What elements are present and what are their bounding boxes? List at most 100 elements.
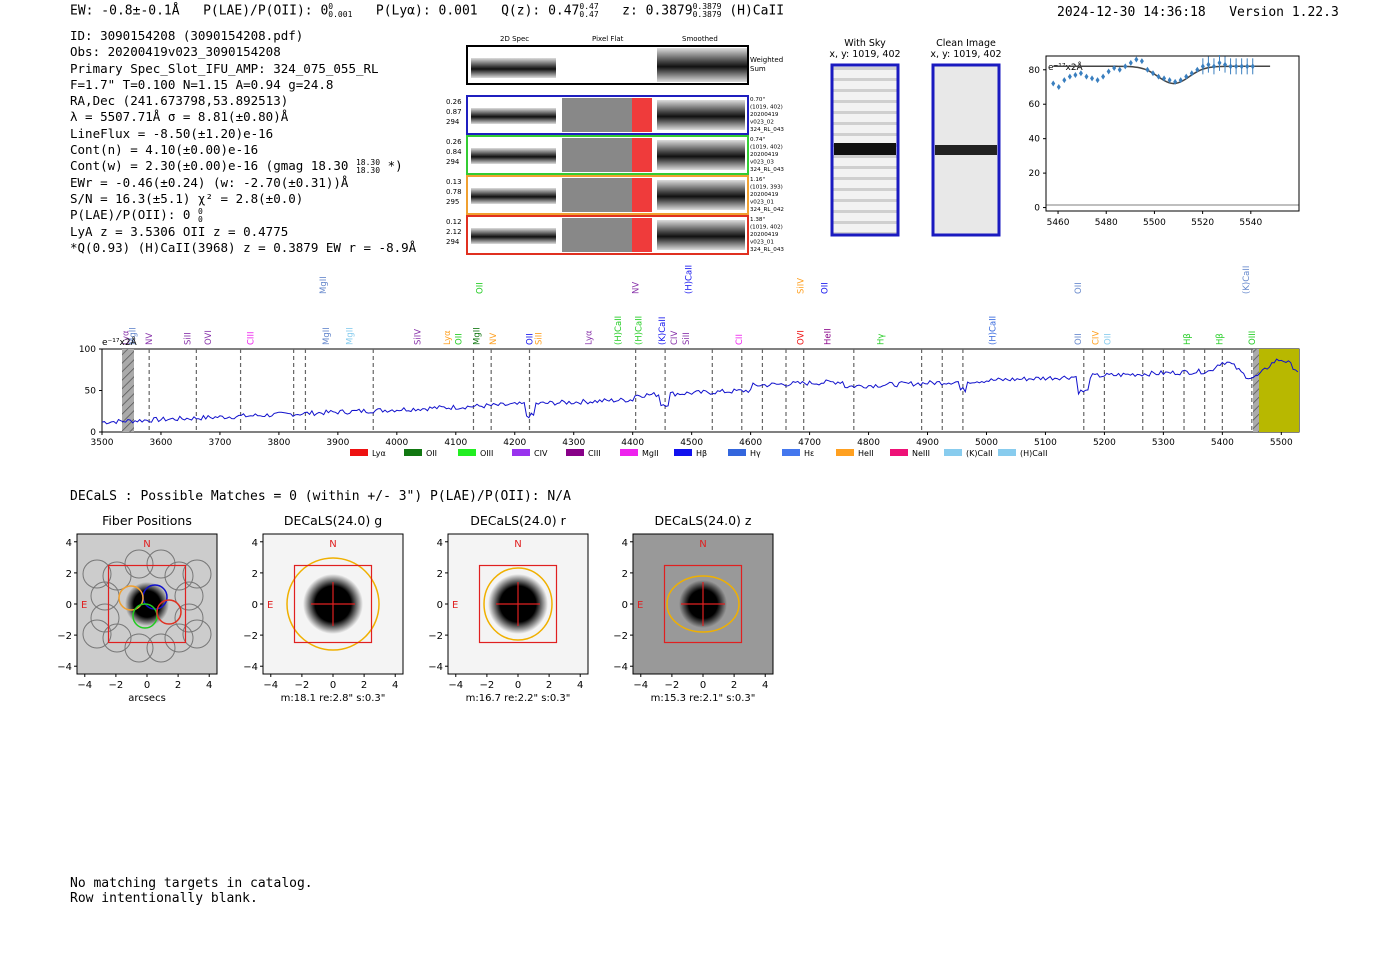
decals-ytick-label: 4	[252, 538, 258, 549]
decals-ytick-label: −4	[428, 662, 443, 673]
spectrum-line-label: NV	[489, 333, 499, 345]
decals-ytick-label: 2	[437, 569, 443, 580]
spectrum-line-label: Hβ	[1183, 333, 1193, 345]
decals-xtick-label: −2	[109, 680, 124, 691]
header-plya: P(Lyα): 0.001	[375, 3, 478, 19]
spectrum-xtick-label: 5000	[975, 438, 998, 448]
zoom-ytick-label: 60	[1029, 100, 1041, 110]
header-plae-sup: 0	[328, 2, 334, 11]
fiber-circle-orange	[118, 585, 144, 611]
spectrum-xtick-label: 4800	[857, 438, 880, 448]
zoom-data-point	[1139, 58, 1144, 65]
spectrum-xtick-label: 4600	[739, 438, 762, 448]
decals-ytick-label: 2	[66, 569, 72, 580]
version: Version 1.22.3	[1229, 5, 1339, 20]
spectrum-line-label: Lyα	[584, 330, 594, 345]
legend-label: Hβ	[696, 449, 707, 458]
spectrum-line-label: OIII	[1248, 331, 1258, 345]
sky-clean-images	[830, 63, 1001, 237]
legend-label: HeII	[858, 449, 874, 458]
zoom-data-point	[1217, 59, 1222, 66]
decals-xtick-label: −4	[77, 680, 92, 691]
weighted-label-2: Sum	[750, 65, 766, 73]
legend-label: (K)CaII	[966, 449, 993, 458]
cutout-row-right-3-2: (1019, 393)	[750, 185, 783, 191]
spectrum-xtick-label: 4300	[562, 438, 585, 448]
spectrum-xtick-label: 4200	[503, 438, 526, 448]
spectrum-line-label-upper: OII	[1074, 282, 1084, 294]
fiber-circle	[174, 581, 204, 611]
spectrum-line-label: OII	[455, 333, 465, 345]
header-summary: EW: -0.8±-0.1Å P(LAE)/P(OII): 0 0 0.001 P(…	[70, 3, 784, 19]
zoom-data-point	[1117, 66, 1122, 73]
header-qz-sup: 0.47	[579, 2, 599, 11]
zoom-data-point	[1062, 77, 1067, 84]
zoom-data-point	[1234, 63, 1239, 70]
info-contw-end: *)	[387, 158, 403, 174]
legend-label: MgII	[642, 449, 659, 458]
cutout-row-right-2-4: v023_03	[750, 160, 774, 166]
zoom-ytick-label: 20	[1029, 169, 1041, 179]
zoom-data-point	[1184, 73, 1189, 80]
spectrum-xtick-label: 3900	[326, 438, 349, 448]
legend-item: (K)CaII	[944, 449, 993, 458]
decals-ytick-label: 2	[252, 569, 258, 580]
decals-xtick-label: 4	[206, 680, 212, 691]
spectrum-xtick-label: 3600	[150, 438, 173, 448]
clean-image-label: Clean Image x, y: 1019, 402	[928, 38, 1004, 60]
aperture-ellipse	[666, 575, 740, 633]
cutout-header-pixelflat: Pixel Flat	[592, 35, 624, 43]
zoom-data-point	[1250, 63, 1255, 70]
spectrum-xtick-label: 4700	[798, 438, 821, 448]
info-contw-sup: 18.30	[355, 157, 381, 167]
zoom-data-point	[1156, 73, 1161, 80]
cutout-row-left-2-2: 0.84	[446, 148, 462, 156]
spectrum-line-label: SiIV	[413, 329, 423, 345]
decals-caption: m:16.7 re:2.2" s:0.3"	[466, 693, 571, 704]
zoom-data-point	[1189, 70, 1194, 77]
cutout-row-left-4-1: 0.12	[446, 218, 462, 226]
decals-ytick-label: 2	[622, 569, 628, 580]
with-sky-label: With Sky x, y: 1019, 402	[828, 38, 902, 60]
header-ew: EW: -0.8±-0.1Å	[70, 3, 180, 19]
spectrum-line-label: CII	[735, 334, 745, 345]
zoom-data-point	[1195, 66, 1200, 73]
info-radec: RA,Dec (241.673798,53.892513)	[70, 93, 289, 109]
info-params: F=1.7" T=0.100 N=1.15 A=0.94 g=24.8	[70, 76, 334, 92]
spectrum-line-label: (K)CaII	[658, 317, 668, 345]
decals-xtick-label: 0	[144, 680, 150, 691]
aperture-ellipse	[286, 557, 380, 651]
compass-n: N	[699, 539, 706, 550]
spectrum-line-label-upper: OII	[820, 282, 830, 294]
header-plae-sub: 0.001	[328, 10, 353, 19]
legend-label: OIII	[480, 449, 493, 458]
spectrum-line-label: HeII	[823, 328, 833, 345]
cutout-header-2dspec: 2D Spec	[500, 35, 530, 43]
info-lya-oii: LyA z = 3.5306 OII z = 0.4775	[70, 223, 289, 239]
decals-xtick-label: 2	[546, 680, 552, 691]
cutout-grid: Weighted Sum 0.26 0.87 294 0.70" (1019, 402)…	[446, 45, 784, 255]
info-primary: Primary Spec_Slot_IFU_AMP: 324_075_055_R…	[70, 60, 379, 76]
spectrum-line-label: OII	[1074, 333, 1084, 345]
cutout-row-3: 0.13 0.78 295 1.16" (1019, 393)20200419 v023_…	[446, 175, 784, 215]
cutout-row-right-3-4: v023_01	[750, 200, 774, 206]
cutout-row-right-2-1: 0.74"	[750, 137, 765, 143]
legend-label: Hε	[804, 449, 814, 458]
spectrum-xtick-label: 5100	[1034, 438, 1057, 448]
fiber-circle	[164, 623, 194, 653]
legend-label: Hγ	[750, 449, 761, 458]
header-right: 2024-12-30 14:36:18 Version 1.22.3	[1057, 5, 1339, 20]
cutout-row-weighted	[466, 45, 749, 85]
info-contw: Cont(w) = 2.30(±0.00)e-16 (gmag 18.30 18…	[70, 158, 416, 175]
zoom-xtick-label: 5480	[1095, 218, 1118, 228]
decals-ytick-label: −2	[613, 631, 628, 642]
legend-item: NeIII	[890, 449, 930, 458]
decals-xtick-label: 2	[731, 680, 737, 691]
decals-panel-title: DECaLS(24.0) g	[283, 513, 383, 528]
decals-ytick-label: 0	[252, 600, 258, 611]
legend-item: CIV	[512, 449, 548, 458]
decals-ytick-label: 4	[66, 538, 72, 549]
decals-xtick-label: 2	[175, 680, 181, 691]
spectrum-line-label: NV	[145, 333, 155, 345]
cutout-row-1: 0.26 0.87 294 0.70" (1019, 402)20200419 v023_…	[446, 95, 784, 135]
